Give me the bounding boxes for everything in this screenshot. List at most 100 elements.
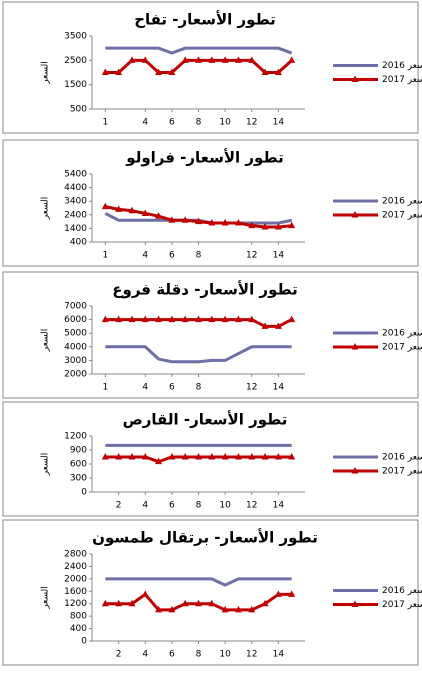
marker [155, 212, 163, 219]
marker [288, 56, 296, 63]
marker [248, 453, 256, 460]
marker [274, 322, 282, 329]
marker [274, 590, 282, 597]
x-tick-label: 1 [102, 383, 108, 393]
marker [155, 315, 163, 323]
panel-frame [2, 271, 419, 399]
x-tick-label: 8 [196, 118, 202, 128]
marker [195, 315, 202, 323]
y-tick-label: 2000 [64, 370, 87, 380]
marker [274, 453, 282, 460]
marker [141, 56, 149, 63]
chart-panel: تطور الأسعار- القارص 0 300 600 900 1200 2 4 6 8 10… [2, 401, 422, 517]
series-line [105, 345, 292, 364]
legend-marker [351, 211, 359, 218]
marker [234, 453, 242, 460]
marker [128, 453, 136, 460]
marker [288, 221, 296, 229]
x-tick-label: 12 [246, 383, 257, 393]
x-tick-label: 10 [219, 650, 231, 660]
marker [181, 599, 189, 607]
x-tick-label: 6 [169, 383, 175, 393]
x-tick-label: 12 [246, 118, 257, 128]
marker [101, 202, 109, 210]
marker [261, 599, 269, 607]
x-tick-label: 4 [142, 118, 148, 128]
x-tick-label: 2 [116, 501, 122, 511]
x-tick-label: 12 [246, 251, 257, 261]
x-tick-label: 6 [169, 650, 175, 660]
marker [221, 56, 229, 63]
marker [181, 216, 189, 223]
marker [115, 68, 123, 75]
marker [261, 68, 269, 75]
legend-label: السعر 2016 [382, 329, 422, 339]
x-tick-label: 2 [116, 650, 122, 660]
marker [155, 457, 163, 465]
y-tick-label: 400 [70, 624, 87, 634]
marker [141, 209, 149, 216]
legend-label: السعر 2016 [382, 197, 422, 207]
y-tick-label: 1500 [64, 80, 87, 90]
y-tick-label: 5400 [64, 170, 87, 180]
chart-panel: تطور الأسعار- فراولو 400 1400 2400 3400 4400 5… [2, 139, 422, 267]
panel-frame [2, 1, 419, 134]
chart-title: تطور الأسعار- تفاح [134, 11, 276, 29]
marker [248, 56, 256, 63]
chart-panel: تطور الأسعار- برتقال طمسون 0 400 800 1200 160… [2, 519, 422, 666]
y-axis-label: السعر [41, 586, 51, 610]
marker [128, 206, 136, 214]
legend-label: السعر 2017 [382, 343, 422, 353]
y-tick-label: 500 [70, 105, 87, 115]
x-tick-label: 10 [219, 118, 231, 128]
x-tick-label: 14 [273, 383, 285, 393]
legend-marker [351, 343, 359, 350]
legend-label: السعر 2017 [382, 467, 422, 477]
marker [261, 223, 269, 230]
marker [248, 605, 256, 613]
y-tick-label: 800 [70, 612, 87, 622]
x-tick-label: 4 [142, 251, 148, 261]
legend-label: السعر 2016 [382, 61, 422, 71]
marker [234, 605, 242, 613]
y-tick-label: 3000 [64, 356, 87, 366]
marker [234, 56, 242, 63]
y-axis-label: السعر [41, 197, 51, 221]
chart-title: تطور الأسعار- القارص [123, 411, 288, 429]
marker [234, 315, 242, 323]
marker [221, 315, 229, 323]
y-tick-label: 4400 [64, 183, 87, 193]
legend-marker [351, 467, 359, 474]
marker [155, 605, 163, 613]
marker [248, 315, 256, 323]
x-tick-label: 8 [196, 650, 202, 660]
legend-label: السعر 2017 [382, 75, 422, 85]
marker [168, 68, 176, 75]
chart-title: تطور الأسعار- فراولو [125, 149, 283, 167]
x-tick-label: 12 [246, 650, 257, 660]
marker [248, 221, 256, 229]
legend-label: السعر 2017 [382, 600, 422, 610]
chart-title: تطور الأسعار- برتقال طمسون [92, 529, 318, 547]
y-tick-label: 600 [70, 460, 87, 470]
marker [288, 315, 296, 323]
y-tick-label: 3500 [64, 32, 87, 42]
x-tick-label: 8 [196, 251, 202, 261]
legend-label: السعر 2016 [382, 453, 422, 463]
marker [155, 68, 163, 75]
marker [168, 315, 176, 323]
panel-frame [2, 139, 419, 267]
marker [128, 56, 136, 63]
y-tick-label: 400 [70, 238, 87, 248]
marker [101, 315, 109, 323]
marker [208, 56, 216, 63]
legend-label: السعر 2016 [382, 586, 422, 596]
legend-label: السعر 2017 [382, 211, 422, 221]
marker [168, 216, 176, 223]
marker [195, 453, 202, 460]
y-axis-label: السعر [41, 329, 51, 353]
y-tick-label: 4000 [64, 342, 87, 352]
marker [221, 218, 229, 226]
